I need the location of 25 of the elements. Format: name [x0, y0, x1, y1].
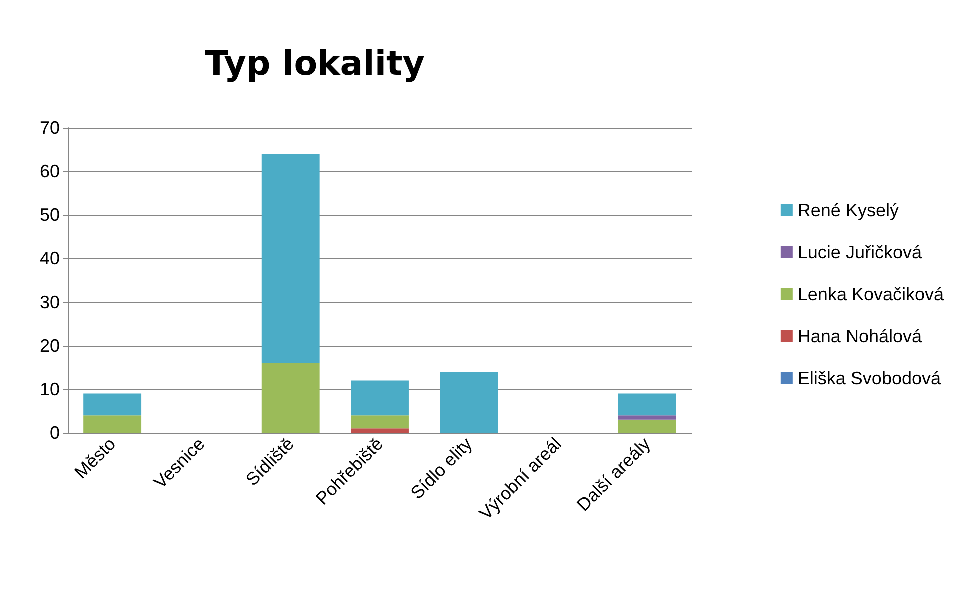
y-tick-label: 60 [40, 162, 60, 182]
y-tick-label: 20 [40, 336, 60, 356]
bar [262, 154, 320, 364]
bar [351, 428, 409, 433]
bar [618, 416, 676, 420]
bar [262, 363, 320, 433]
bar [351, 380, 409, 416]
y-tick-label: 10 [40, 379, 60, 400]
y-tick-label: 40 [40, 248, 60, 269]
y-tick-label: 50 [40, 205, 60, 226]
y-tick-label: 0 [50, 423, 60, 443]
chart-title: Typ lokality [205, 44, 425, 84]
bar [618, 394, 676, 416]
y-tick-label: 70 [40, 118, 60, 138]
bar [84, 394, 142, 416]
legend-label: Hana Nohálová [798, 326, 923, 346]
bar [618, 420, 676, 433]
legend-label: Eliška Svobodová [798, 368, 942, 388]
y-tick-label: 30 [40, 292, 60, 312]
legend-label: Lenka Kovačiková [798, 284, 945, 304]
legend-label: René Kyselý [798, 200, 899, 220]
legend-label: Lucie Juřičková [798, 242, 923, 262]
bar [351, 416, 409, 429]
bar [440, 372, 498, 433]
bar [84, 416, 142, 433]
